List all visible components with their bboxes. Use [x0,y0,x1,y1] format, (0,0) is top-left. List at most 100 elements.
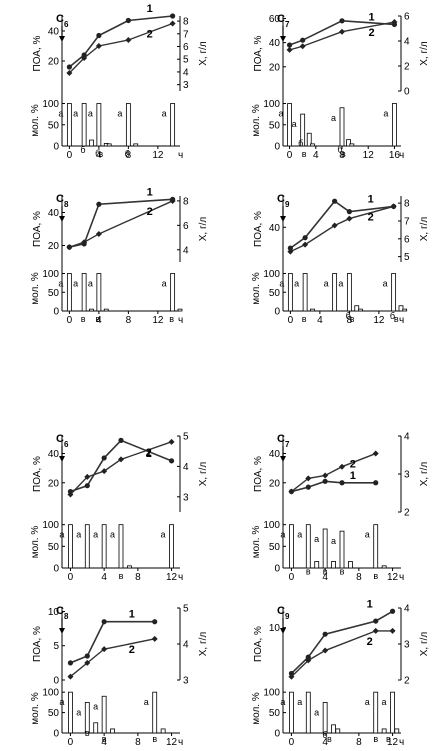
point-2 [169,20,176,27]
point-2 [372,450,379,457]
x-tick-label: 8 [339,150,345,161]
bar [68,691,73,734]
y-axis-title-top: ПОА, % [32,626,43,662]
series-line-2 [68,22,173,74]
bar-label: а [365,697,370,707]
bar [302,273,308,312]
point-2 [81,239,88,246]
point-1 [346,209,352,215]
point-1 [170,13,176,19]
series-label-1: 1 [350,470,356,482]
y-tick-right-label: 6 [183,221,189,232]
point-2 [288,673,295,680]
y-tick-right-label: 2 [404,676,410,687]
y-tick-bar-label: 50 [48,708,60,719]
series-label-2: 2 [350,459,356,471]
point-2 [95,230,102,237]
bar [314,561,320,569]
bar [310,143,315,147]
x-tick-label: 0 [67,150,73,161]
bar-label: а [331,536,336,546]
bar-label: в [373,571,378,581]
series-label-2: 2 [146,447,152,459]
bar-label: в [341,149,346,159]
bar-label: а [279,109,284,119]
x-tick-label: 8 [135,572,141,583]
point-1 [168,458,175,464]
point-1 [66,64,72,70]
bar [106,143,112,147]
y-tick-bar-label: 50 [269,708,281,719]
arrow-head-icon [59,628,65,634]
bar [287,103,292,147]
bar [160,728,166,734]
x-tick-label: 8 [126,150,132,161]
x-tick-label: 12 [387,572,399,583]
y-axis-title-bar: мол. % [251,272,262,305]
x-tick-label: 0 [68,572,74,583]
point-1 [332,198,338,204]
y-tick-right-label: 5 [404,252,410,263]
series-label-2: 2 [368,27,374,39]
bar-label: в [102,734,107,744]
y-tick-bar-label: 0 [274,729,280,740]
y-tick-bar-label: 100 [263,269,280,280]
series-label-2: 2 [129,644,135,656]
x-tick-label: 16 [389,150,401,161]
x-unit: ч [399,572,404,583]
y-tick-top-label: 40 [48,208,60,219]
point-2 [299,43,306,50]
x-tick-label: 0 [67,315,73,326]
point-2 [287,248,294,255]
y-axis-title-right: X, г/л [198,217,209,242]
point-2 [305,475,312,482]
x-tick-label: 12 [363,150,375,161]
bar-label: в [327,734,332,744]
y-tick-right-label: 2 [404,508,410,519]
x-unit: ч [178,572,183,583]
point-2 [391,19,398,26]
y-tick-bar-label: 0 [274,142,280,153]
y-tick-top-label: 40 [269,223,281,234]
point-1 [339,18,345,24]
y-tick-right-label: 3 [404,640,410,651]
point-2 [288,488,295,495]
y-tick-top-label: 40 [48,449,60,460]
point-1 [84,483,90,489]
bar-label: а [297,530,302,540]
point-2 [339,463,345,470]
y-axis-title-right: X, г/л [198,632,209,657]
y-tick-right-label: 4 [183,67,189,78]
bar-label: а [76,707,81,717]
bar [289,524,294,569]
x-tick-label: 0 [289,572,295,583]
bar [68,524,73,569]
y-tick-top-label: 10 [48,607,60,618]
series-label-1: 1 [129,609,135,621]
bar-label: б [125,149,130,159]
y-axis-title-bar: мол. % [30,104,41,137]
point-1 [125,17,131,24]
point-2 [286,46,293,53]
point-2 [372,627,379,634]
bar [66,103,72,147]
x-unit: ч [178,315,183,326]
bar-label: а [365,530,370,540]
point-1 [322,631,328,637]
x-tick-label: 4 [96,150,102,161]
x-tick-label: 12 [152,150,164,161]
bar [96,103,102,147]
point-2 [66,244,73,251]
bar-label: а [331,113,336,123]
series-label-2: 2 [367,636,373,648]
y-axis-title-bar: мол. % [30,526,41,559]
bar-label: в [95,314,100,324]
bar [93,722,99,734]
bar-label: в [98,149,103,159]
